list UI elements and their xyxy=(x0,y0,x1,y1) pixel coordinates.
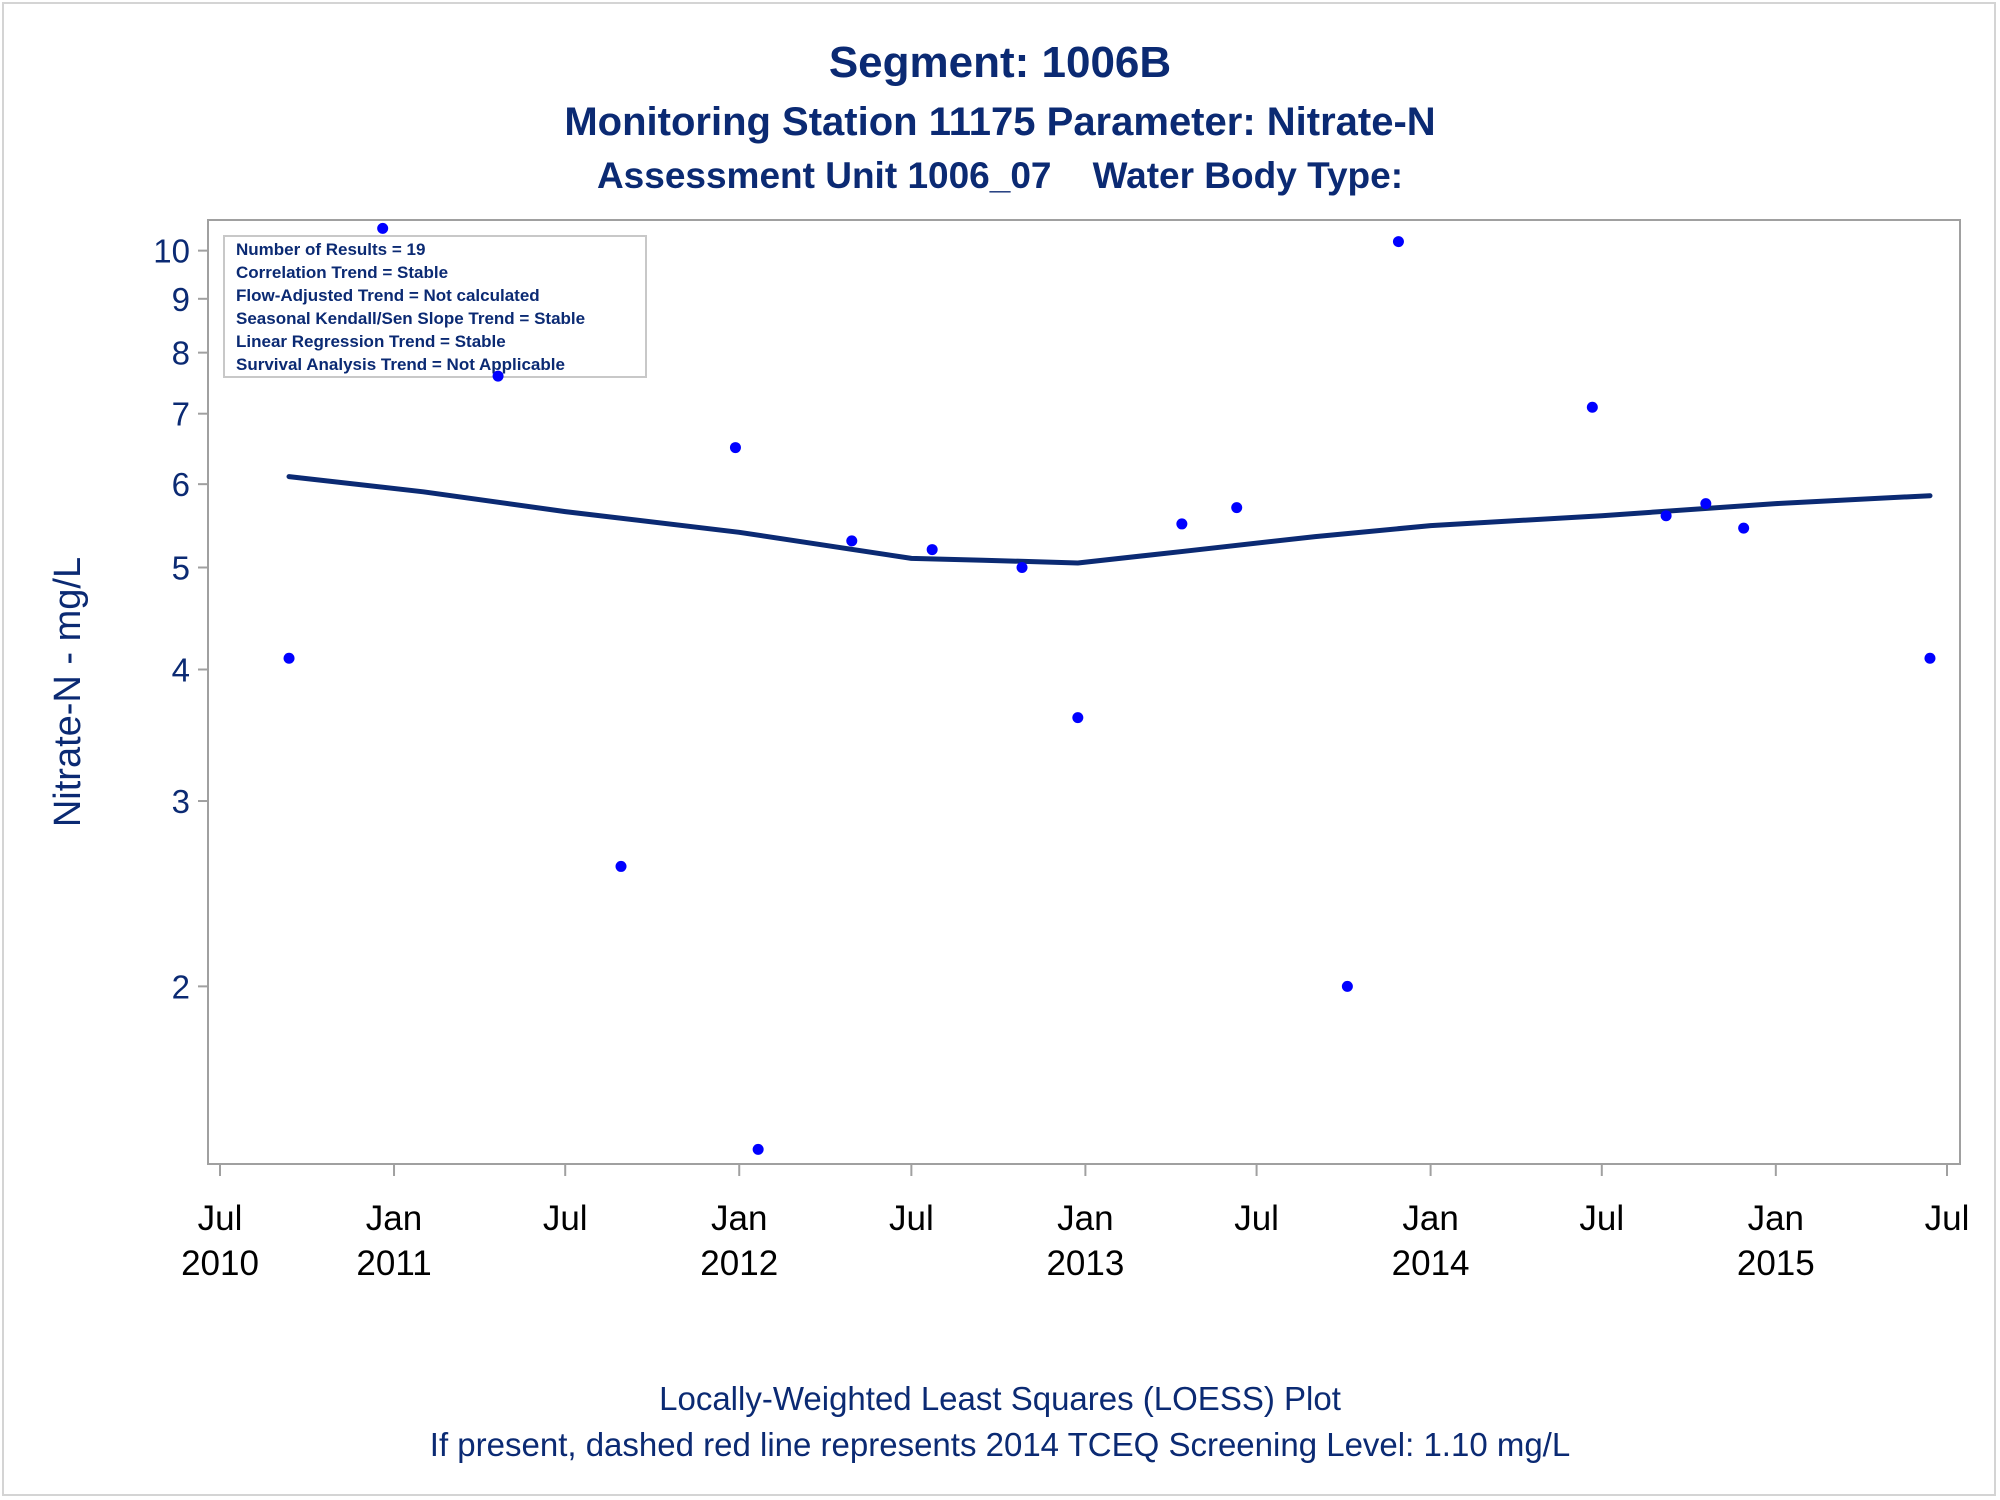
info-line: Number of Results = 19 xyxy=(236,240,425,259)
data-point xyxy=(1072,712,1084,724)
points-layer xyxy=(283,222,1936,1155)
data-point xyxy=(1700,498,1712,510)
x-tick-label: Jan xyxy=(711,1199,767,1238)
info-line: Flow-Adjusted Trend = Not calculated xyxy=(236,286,540,305)
data-point xyxy=(1231,502,1243,514)
y-axis-label: Nitrate-N - mg/L xyxy=(47,557,89,827)
x-tick-label: Jul xyxy=(889,1199,934,1238)
x-tick-year-label: 2014 xyxy=(1392,1244,1470,1283)
data-point xyxy=(615,860,627,872)
x-tick-label: Jul xyxy=(198,1199,243,1238)
x-tick-label: Jul xyxy=(1925,1199,1970,1238)
y-tick-label: 6 xyxy=(172,466,190,503)
info-line: Survival Analysis Trend = Not Applicable xyxy=(236,355,565,374)
y-axis: 2 3 4 5 6 7 8 9 10 xyxy=(153,233,208,1005)
x-tick-year-label: 2015 xyxy=(1737,1244,1815,1283)
footnote-screening-level: If present, dashed red line represents 2… xyxy=(429,1426,1571,1463)
data-point xyxy=(1586,401,1598,413)
loess-layer xyxy=(286,474,1933,566)
y-tick-label: 5 xyxy=(172,550,190,587)
data-point xyxy=(1016,562,1028,574)
x-tick-label: Jul xyxy=(1579,1199,1624,1238)
data-point xyxy=(283,652,295,664)
info-box-border xyxy=(223,235,647,378)
info-box: Number of Results = 19 Correlation Trend… xyxy=(223,235,647,378)
x-tick-label: Jan xyxy=(1057,1199,1113,1238)
x-tick-year-label: 2011 xyxy=(356,1244,431,1283)
data-point xyxy=(752,1143,764,1155)
data-point xyxy=(377,222,389,234)
chart-subtitle-2: Assessment Unit 1006_07 Water Body Type: xyxy=(596,155,1404,196)
data-point xyxy=(729,442,741,454)
data-point xyxy=(926,544,938,556)
y-tick-label: 2 xyxy=(172,968,190,1005)
data-point xyxy=(1341,980,1353,992)
x-axis: Jul 2010 Jan 2011 Jul Jan 2012 Jul Jan 2013 Jul Jan… xyxy=(181,1164,1969,1283)
data-point xyxy=(1738,522,1750,534)
x-tick-year-label: 2013 xyxy=(1046,1244,1124,1283)
x-tick-label: Jul xyxy=(543,1199,588,1238)
chart-subtitle: Monitoring Station 11175 Parameter: Nitr… xyxy=(564,100,1436,144)
y-tick-label: 9 xyxy=(172,281,190,318)
chart-title: Segment: 1006B xyxy=(828,38,1172,87)
data-point xyxy=(846,535,858,547)
x-tick-label: Jan xyxy=(1402,1199,1458,1238)
info-line: Linear Regression Trend = Stable xyxy=(236,332,506,351)
x-tick-year-label: 2012 xyxy=(700,1244,778,1283)
data-point xyxy=(1660,510,1672,522)
x-tick-label: Jan xyxy=(1748,1199,1804,1238)
data-point xyxy=(1392,236,1404,248)
y-tick-label: 7 xyxy=(172,396,190,433)
loess-line xyxy=(286,474,1933,566)
info-line: Seasonal Kendall/Sen Slope Trend = Stabl… xyxy=(236,309,585,328)
y-tick-label: 3 xyxy=(172,783,190,820)
y-tick-label: 4 xyxy=(172,652,190,689)
footnote-loess: Locally-Weighted Least Squares (LOESS) P… xyxy=(659,1380,1341,1417)
info-line: Correlation Trend = Stable xyxy=(236,263,448,282)
x-tick-label: Jan xyxy=(366,1199,422,1238)
data-point xyxy=(1176,518,1188,530)
y-tick-label: 10 xyxy=(153,233,190,270)
y-tick-label: 8 xyxy=(172,335,190,372)
data-point xyxy=(492,370,504,382)
data-point xyxy=(1924,652,1936,664)
x-tick-year-label: 2010 xyxy=(181,1244,259,1283)
x-tick-label: Jul xyxy=(1234,1199,1279,1238)
